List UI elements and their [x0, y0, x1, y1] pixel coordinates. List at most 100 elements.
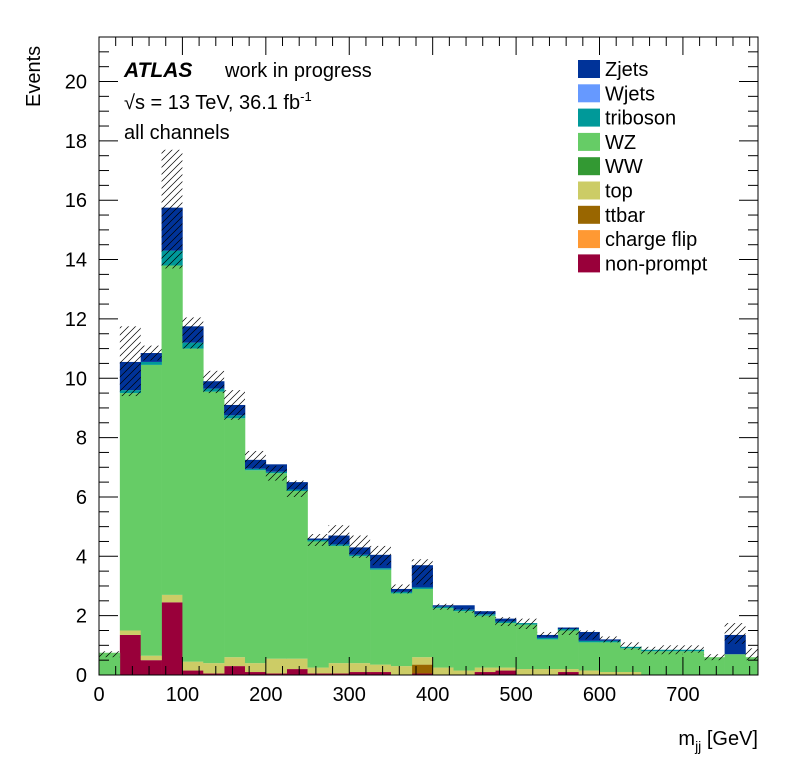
- x-tick-label-400: 400: [416, 684, 449, 706]
- uncertainty-band-0: [99, 651, 120, 658]
- bar-top-4: [182, 661, 204, 671]
- legend-swatch-top: [578, 181, 600, 200]
- uncertainty-band-15: [411, 559, 433, 585]
- legend-label-ttbar: ttbar: [605, 205, 645, 227]
- uncertainty-band-30: [724, 623, 746, 644]
- bar-top-23: [578, 670, 600, 675]
- bar-wz-17: [453, 611, 475, 671]
- bar-triboson-13: [370, 568, 392, 570]
- x-tick-label-300: 300: [333, 684, 366, 706]
- bar-non-prompt-5: [203, 673, 225, 675]
- legend-swatch-charge-flip: [578, 230, 600, 249]
- uncertainty-band-21: [536, 631, 558, 637]
- legend-label-charge-flip: charge flip: [605, 229, 697, 251]
- bar-wz-27: [662, 651, 684, 675]
- y-tick-label-0: 0: [76, 665, 87, 687]
- uncertainty-band-9: [286, 480, 308, 497]
- uncertainty-band-18: [474, 611, 496, 618]
- y-tick-label-18: 18: [65, 131, 87, 153]
- uncertainty-band-12: [349, 535, 371, 558]
- bar-non-prompt-9: [286, 669, 308, 675]
- uncertainty-band-1: [119, 326, 141, 397]
- bar-wz-25: [620, 648, 642, 673]
- y-tick-label-4: 4: [76, 546, 87, 568]
- bar-wz-7: [244, 470, 267, 664]
- bar-top-17: [453, 670, 475, 675]
- uncertainty-band-7: [244, 450, 266, 469]
- bar-zjets-17: [453, 605, 475, 610]
- bar-non-prompt-19: [495, 670, 517, 675]
- bar-wz-0: [99, 652, 121, 675]
- bar-wz-22: [557, 630, 579, 670]
- legend-label-zjets: Zjets: [605, 59, 648, 81]
- y-tick-label-14: 14: [65, 250, 87, 272]
- legend-label-non-prompt: non-prompt: [605, 253, 708, 275]
- bar-top-2: [140, 655, 162, 661]
- uncertainty-band-29: [703, 654, 725, 661]
- bar-wz-31: [745, 657, 759, 675]
- bar-top-15: [411, 657, 433, 665]
- bar-non-prompt-15: [411, 673, 433, 675]
- uncertainty-band-31: [745, 648, 758, 661]
- axis-ticks: [98, 36, 758, 676]
- x-tick-label-600: 600: [583, 684, 616, 706]
- plot-frame: [98, 36, 759, 676]
- bar-wz-2: [140, 364, 162, 656]
- y-tick-label-2: 2: [76, 606, 87, 628]
- bar-wz-29: [703, 657, 725, 675]
- x-tick-label-0: 0: [93, 684, 104, 706]
- y-tick-label-10: 10: [65, 368, 87, 390]
- bar-top-19: [495, 667, 517, 671]
- y-tick-label-16: 16: [65, 190, 87, 212]
- legend-swatch-ttbar: [578, 205, 600, 224]
- energy-text: √s = 13 TeV, 36.1 fb: [124, 92, 300, 114]
- bar-non-prompt-22: [557, 672, 579, 675]
- bar-top-3: [161, 594, 183, 603]
- bar-top-22: [557, 669, 579, 673]
- bar-wz-24: [599, 642, 621, 673]
- bar-ttbar-15: [411, 664, 433, 674]
- bar-wz-26: [641, 651, 663, 675]
- bar-wz-10: [307, 541, 329, 668]
- bar-wz-4: [182, 348, 204, 662]
- y-tick-labels: 0 2 4 6 8 10 12 14 16 18 20: [65, 72, 87, 687]
- atlas-label: ATLAS: [123, 59, 192, 82]
- uncertainty-band-22: [557, 627, 579, 635]
- bar-top-12: [349, 663, 371, 673]
- bar-non-prompt-3: [161, 602, 183, 675]
- legend-swatch-wz: [578, 132, 600, 151]
- bar-top-24: [599, 672, 621, 675]
- uncertainty-band-14: [390, 584, 412, 594]
- bar-wz-1: [119, 393, 142, 631]
- energy-label: √s = 13 TeV, 36.1 fb-1: [124, 89, 312, 114]
- bar-top-16: [432, 667, 454, 675]
- bar-non-prompt-11: [328, 673, 350, 675]
- bar-non-prompt-2: [140, 660, 162, 675]
- bar-wz-15: [411, 588, 433, 658]
- uncertainty-band-28: [682, 645, 704, 653]
- legend-swatch-triboson: [578, 108, 600, 127]
- uncertainty-band-6: [224, 390, 245, 420]
- legend-label-triboson: triboson: [605, 108, 676, 130]
- uncertainty-band-20: [516, 618, 537, 630]
- bar-non-prompt-6: [224, 666, 246, 675]
- legend-swatch-non-prompt: [578, 254, 600, 273]
- bar-wz-6: [224, 418, 246, 658]
- bar-non-prompt-18: [474, 672, 496, 675]
- y-tick-label-20: 20: [65, 72, 87, 94]
- bar-top-10: [307, 667, 329, 674]
- bar-top-7: [244, 663, 267, 673]
- uncertainty-band-8: [265, 465, 287, 481]
- bar-wz-9: [286, 491, 308, 659]
- uncertainty-band-23: [578, 630, 600, 640]
- bar-non-prompt-7: [244, 672, 267, 675]
- bar-top-18: [474, 667, 496, 673]
- y-tick-label-8: 8: [76, 428, 87, 450]
- legend-label-wjets: Wjets: [605, 83, 655, 105]
- y-tick-label-6: 6: [76, 487, 87, 509]
- bar-top-5: [203, 663, 225, 674]
- x-axis-label-sub: jj: [694, 738, 701, 754]
- channel-label: all channels: [124, 122, 230, 144]
- x-tick-label-200: 200: [249, 684, 282, 706]
- uncertainty-band-19: [495, 617, 517, 627]
